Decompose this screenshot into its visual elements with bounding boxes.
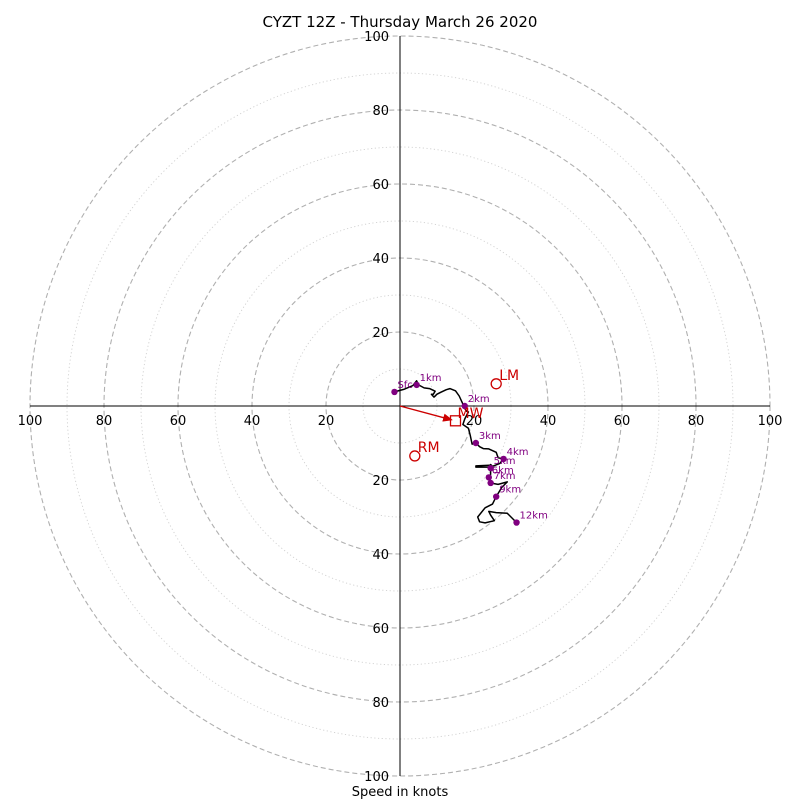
level-marker	[413, 381, 420, 389]
tick-label: 100	[758, 414, 783, 429]
level-marker	[500, 455, 507, 463]
level-marker	[485, 474, 492, 481]
level-marker	[493, 493, 500, 500]
level-marker	[487, 479, 494, 487]
level-label: 5km	[494, 456, 516, 467]
level-label: 2km	[468, 394, 490, 405]
level-label: 1km	[420, 373, 442, 384]
storm-motion-circle	[490, 378, 502, 390]
wind-trace-line	[394, 380, 518, 524]
level-label: 12km	[520, 511, 548, 522]
level-label: 9km	[499, 485, 521, 496]
tick-label: 20	[372, 326, 389, 341]
level-label: 4km	[507, 447, 529, 458]
level-label: Sfc	[397, 380, 412, 391]
tick-label: 40	[372, 548, 389, 563]
level-marker	[513, 519, 520, 526]
tick-label: 60	[372, 622, 389, 637]
tick-label: 80	[372, 104, 389, 119]
tick-label: 40	[372, 252, 389, 267]
mean-wind-arrow	[399, 405, 453, 422]
tick-label: 60	[614, 414, 631, 429]
tick-label: 100	[364, 770, 389, 785]
level-marker	[472, 439, 480, 447]
level-label: 3km	[479, 431, 501, 442]
tick-label: 20	[372, 474, 389, 489]
level-marker	[487, 464, 494, 472]
level-label: 7km	[494, 471, 516, 482]
tick-label: 60	[170, 414, 187, 429]
tick-label: 60	[372, 178, 389, 193]
x-axis-label: Speed in knots	[352, 785, 449, 800]
tick-label: 20	[318, 414, 335, 429]
mean-wind-square	[449, 415, 462, 427]
tick-label: 100	[18, 414, 43, 429]
tick-label: 40	[244, 414, 261, 429]
storm-motion-markers: LM RM MW	[399, 368, 519, 462]
tick-labels: 20 20 20 20 40 40 40 40 60 60 60 60 80 80 80 80 100 100 10…	[18, 30, 783, 785]
mean-wind-label: MW	[458, 406, 484, 422]
wind-trace	[394, 380, 518, 524]
tick-label: 40	[540, 414, 557, 429]
storm-motion-label: LM	[499, 368, 519, 384]
level-marker	[461, 402, 468, 410]
level-marker	[391, 388, 398, 396]
tick-label: 80	[372, 696, 389, 711]
chart-title: CYZT 12Z - Thursday March 26 2020	[263, 13, 538, 31]
tick-label: 80	[96, 414, 113, 429]
storm-motion-label: RM	[418, 440, 440, 456]
level-label: 6km	[492, 465, 514, 476]
tick-label: 20	[466, 414, 483, 429]
tick-label: 80	[688, 414, 705, 429]
tick-label: 100	[364, 30, 389, 45]
storm-motion-circle	[409, 450, 421, 462]
